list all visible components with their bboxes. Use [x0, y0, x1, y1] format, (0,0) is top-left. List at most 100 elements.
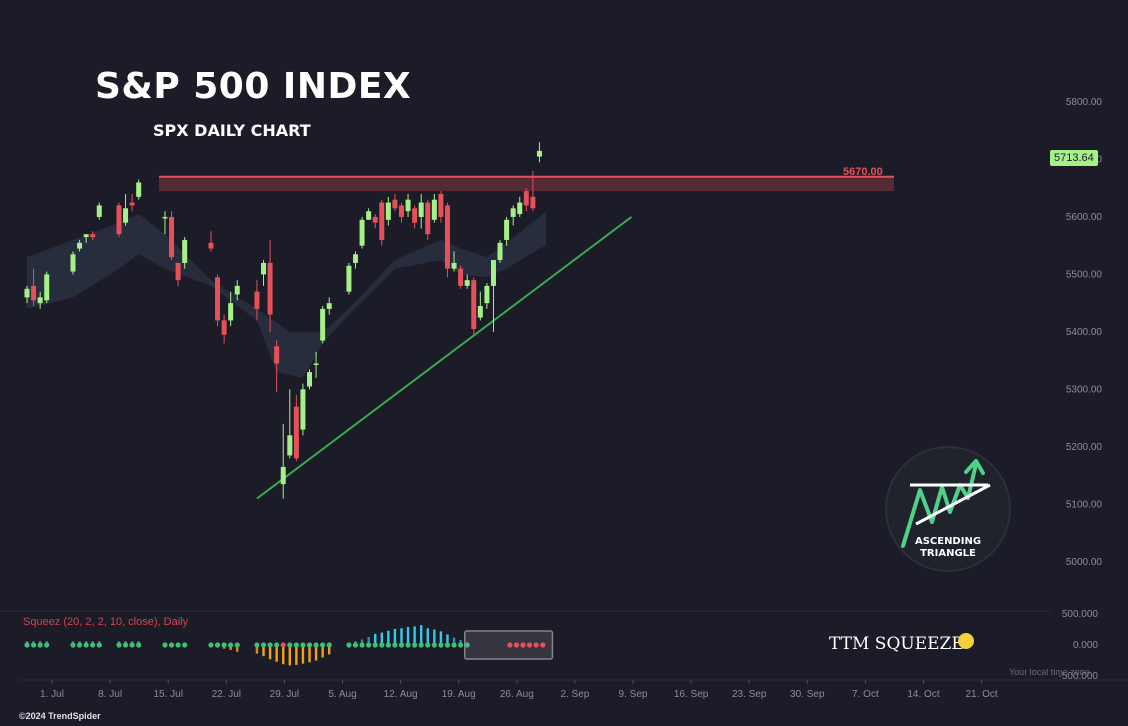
squeeze-dot: [507, 642, 513, 648]
squeeze-dot: [30, 642, 37, 648]
squeeze-dot: [287, 642, 293, 648]
time-axis[interactable]: 1. Jul 8. Jul 15. Jul 22. Jul 29. Jul 5. Aug 1…: [20, 679, 1128, 700]
ttm-squeeze-indicator: 500.000 0.000 -500.000: [24, 609, 1098, 682]
candle: [254, 280, 260, 321]
squeeze-dot: [182, 642, 188, 648]
candle-body: [536, 150, 542, 157]
candle: [385, 196, 391, 226]
candle-body: [96, 205, 102, 217]
candle-body: [208, 242, 214, 249]
candle: [37, 291, 43, 309]
candle-body: [471, 280, 477, 330]
momentum-bar: [439, 631, 443, 645]
last-price-badge: 5713.64: [1050, 150, 1098, 166]
candle: [24, 285, 30, 304]
candle: [215, 274, 221, 327]
candle-body: [162, 216, 168, 219]
momentum-bar: [413, 626, 416, 645]
candle: [372, 214, 378, 229]
squeeze-dot: [326, 642, 332, 648]
candle: [471, 277, 477, 335]
price-tick-label: 5400.00: [1066, 327, 1103, 338]
candle: [116, 202, 122, 238]
candle: [405, 193, 411, 217]
ttm-squeeze-label: TTM SQUEEZE: [829, 634, 964, 654]
candle-body: [366, 211, 372, 220]
candle-body: [31, 285, 37, 301]
candle-body: [234, 285, 240, 295]
candle-body: [70, 254, 76, 272]
squeeze-dot: [372, 642, 378, 648]
squeeze-dot: [527, 642, 533, 648]
candle-body: [261, 262, 267, 275]
candle: [287, 389, 293, 459]
squeeze-dot: [37, 642, 43, 648]
candle-body: [129, 202, 135, 206]
momentum-bar: [328, 645, 331, 655]
squeeze-dot: [451, 642, 457, 648]
candle-body: [392, 199, 398, 209]
price-tick-label: 5500.00: [1066, 269, 1103, 280]
time-tick-label: 26. Aug: [500, 689, 534, 700]
candle-body: [510, 208, 516, 217]
momentum-bar: [295, 645, 298, 665]
candle: [77, 239, 83, 252]
squeeze-dot: [438, 642, 444, 648]
candle-body: [353, 254, 358, 263]
candle: [326, 297, 332, 315]
momentum-bar: [236, 645, 239, 652]
momentum-bar: [420, 625, 423, 645]
candle-body: [346, 265, 352, 292]
ema-cloud: [27, 211, 546, 378]
squeeze-dot: [90, 642, 96, 648]
squeeze-dot: [280, 642, 286, 648]
candle-body: [458, 268, 464, 286]
squeeze-dot: [379, 642, 385, 648]
candle-body: [274, 346, 280, 364]
candle: [451, 251, 457, 272]
momentum-bar: [387, 630, 390, 645]
candle: [359, 216, 365, 249]
candle-body: [77, 242, 83, 249]
candle-body: [497, 242, 503, 261]
ascending-triangle-badge: ASCENDING TRIANGLE: [885, 446, 1011, 572]
time-tick-label: 22. Jul: [212, 689, 241, 700]
squeeze-dot: [122, 642, 129, 648]
candle: [530, 170, 536, 212]
candle-body: [320, 308, 326, 341]
candles: [24, 142, 542, 499]
squeeze-dot: [385, 642, 391, 648]
candle: [280, 423, 286, 499]
time-tick-label: 12. Aug: [384, 689, 418, 700]
momentum-bar: [406, 627, 410, 645]
ascending-trendline: [256, 216, 633, 500]
momentum-bar: [314, 645, 318, 661]
candle: [504, 216, 510, 246]
candle-body: [451, 262, 457, 269]
candle-body: [523, 191, 529, 206]
candle-body: [182, 239, 188, 263]
momentum-bar: [301, 645, 305, 664]
arrow-up-icon: [964, 459, 985, 475]
momentum-bar: [400, 628, 403, 645]
squeeze-dot: [214, 642, 221, 648]
copyright: ©2024 TrendSpider: [19, 711, 101, 721]
squeeze-dot: [464, 642, 470, 648]
candle-body: [37, 297, 43, 304]
candle: [123, 193, 129, 226]
price-tick-label: 5100.00: [1066, 499, 1103, 510]
candle-body: [169, 216, 175, 258]
time-tick-label: 8. Jul: [98, 689, 122, 700]
time-tick-label: 19. Aug: [442, 689, 476, 700]
candle-body: [517, 202, 523, 215]
candle: [523, 188, 529, 212]
badge-line1: ASCENDING: [915, 536, 981, 547]
candle: [261, 260, 267, 286]
candle: [228, 291, 234, 327]
squeeze-dot: [431, 642, 437, 648]
candle-body: [490, 260, 496, 286]
indicator-tick-label: 500.000: [1062, 609, 1099, 620]
candle: [31, 268, 37, 307]
squeeze-dot: [300, 642, 306, 648]
time-tick-label: 29. Jul: [270, 689, 299, 700]
